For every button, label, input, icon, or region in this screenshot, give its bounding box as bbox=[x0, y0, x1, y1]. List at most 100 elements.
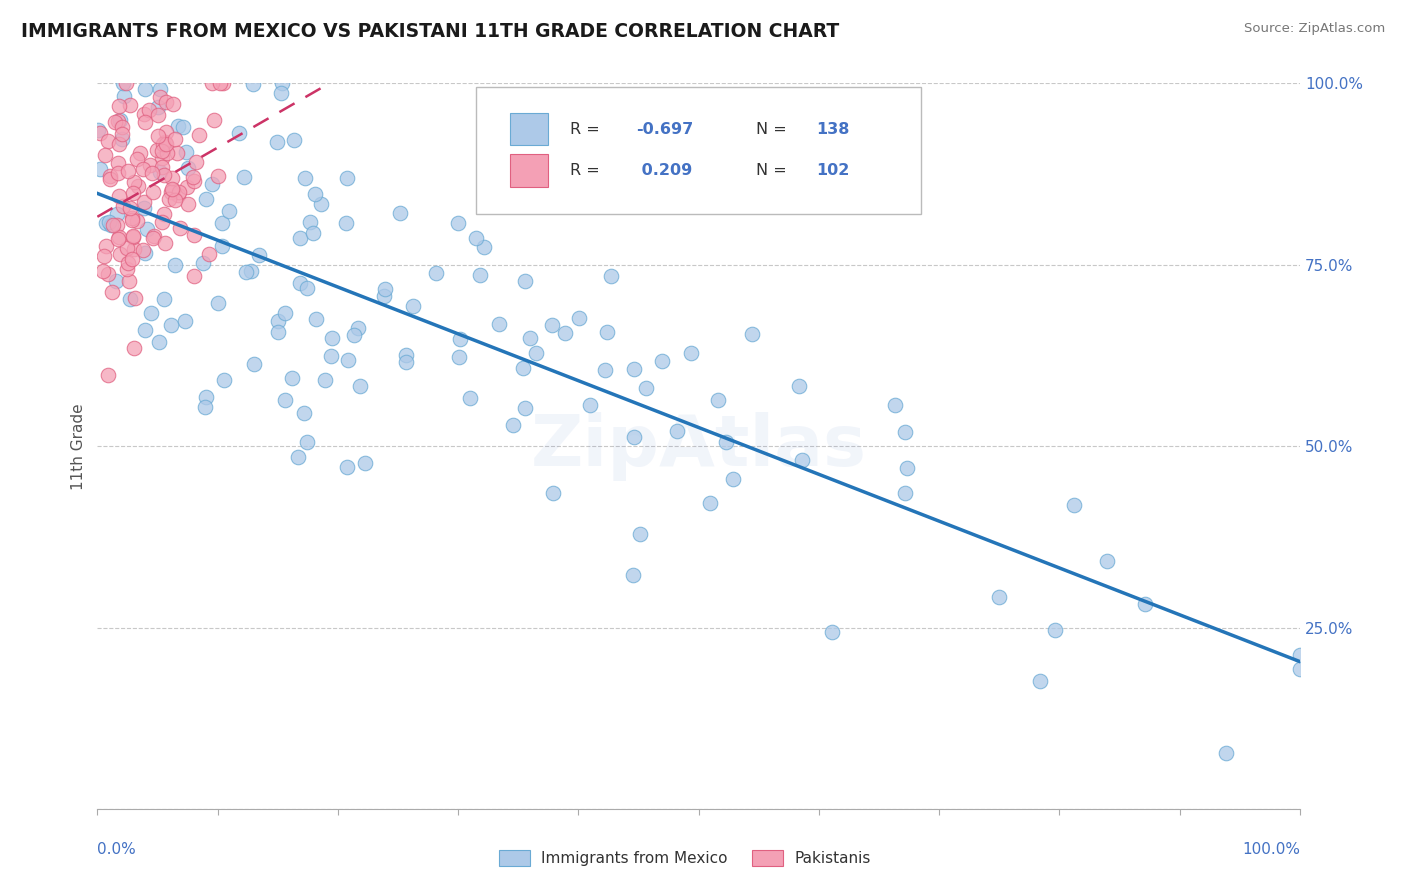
Point bbox=[134, 245, 156, 260]
Point bbox=[243, 357, 266, 371]
Text: 100.0%: 100.0% bbox=[1241, 842, 1301, 856]
Point bbox=[89, 162, 111, 177]
Point bbox=[311, 197, 333, 211]
Point bbox=[1043, 624, 1066, 638]
Point bbox=[208, 77, 231, 91]
Point bbox=[153, 207, 176, 221]
Point bbox=[515, 274, 537, 288]
Point bbox=[115, 241, 138, 255]
Point bbox=[150, 151, 173, 165]
Point bbox=[294, 171, 316, 186]
Point bbox=[110, 113, 132, 128]
Point bbox=[388, 206, 411, 220]
Point bbox=[884, 398, 907, 412]
Point bbox=[202, 112, 225, 127]
Point bbox=[195, 193, 218, 207]
Point bbox=[789, 379, 811, 393]
Point bbox=[335, 170, 357, 185]
Point bbox=[298, 214, 321, 228]
Point bbox=[336, 460, 359, 475]
Point bbox=[107, 188, 129, 202]
Point bbox=[292, 406, 315, 420]
Point bbox=[160, 186, 183, 200]
Point bbox=[336, 353, 359, 368]
Point bbox=[588, 180, 610, 194]
Point bbox=[105, 218, 128, 232]
Y-axis label: 11th Grade: 11th Grade bbox=[72, 403, 86, 490]
Point bbox=[599, 268, 621, 283]
Point bbox=[160, 318, 183, 332]
Point bbox=[374, 282, 396, 296]
Point bbox=[122, 230, 145, 244]
Point bbox=[305, 312, 328, 326]
Point bbox=[395, 348, 418, 362]
Point bbox=[342, 328, 364, 343]
Point bbox=[131, 243, 153, 257]
Point bbox=[111, 127, 134, 141]
Point bbox=[132, 162, 155, 177]
Point bbox=[104, 115, 127, 129]
Point bbox=[122, 341, 145, 355]
Point bbox=[211, 216, 233, 230]
Point bbox=[122, 242, 145, 256]
Point bbox=[124, 291, 146, 305]
Point bbox=[519, 330, 541, 344]
Point bbox=[201, 77, 224, 91]
Point bbox=[191, 256, 214, 270]
FancyBboxPatch shape bbox=[477, 87, 921, 214]
Point bbox=[139, 306, 162, 320]
Point bbox=[111, 120, 134, 134]
Text: -0.697: -0.697 bbox=[636, 121, 693, 136]
Point bbox=[107, 137, 129, 152]
Point bbox=[271, 77, 294, 91]
Point bbox=[96, 239, 118, 253]
Point bbox=[247, 248, 270, 262]
Point bbox=[166, 145, 188, 160]
Point bbox=[134, 115, 156, 129]
Point bbox=[134, 323, 156, 337]
Point bbox=[354, 456, 377, 470]
Point bbox=[207, 296, 229, 310]
Point bbox=[579, 398, 602, 412]
Point bbox=[121, 252, 143, 266]
Point bbox=[242, 78, 264, 92]
Point bbox=[319, 349, 342, 363]
Point bbox=[235, 265, 257, 279]
Point bbox=[155, 137, 177, 152]
Point bbox=[160, 170, 183, 185]
Point bbox=[94, 215, 117, 229]
Point bbox=[97, 215, 120, 229]
Point bbox=[115, 262, 138, 277]
Text: 102: 102 bbox=[817, 163, 849, 178]
Point bbox=[201, 177, 224, 191]
Point bbox=[107, 166, 129, 180]
Text: R =: R = bbox=[569, 163, 605, 178]
Point bbox=[156, 145, 179, 160]
Point bbox=[628, 526, 651, 541]
FancyBboxPatch shape bbox=[510, 112, 548, 145]
Point bbox=[142, 230, 165, 244]
Point bbox=[195, 390, 218, 404]
Point bbox=[346, 320, 368, 334]
Point bbox=[172, 120, 194, 134]
Point bbox=[150, 215, 173, 229]
Point bbox=[176, 161, 198, 175]
Point bbox=[100, 218, 122, 232]
Point bbox=[267, 314, 290, 328]
Point bbox=[295, 281, 318, 295]
Point bbox=[155, 95, 177, 109]
Point bbox=[699, 496, 721, 510]
Point bbox=[183, 169, 205, 184]
Point bbox=[295, 434, 318, 449]
Point bbox=[1289, 662, 1312, 676]
Text: Pakistanis: Pakistanis bbox=[794, 851, 870, 865]
Point bbox=[118, 274, 141, 288]
FancyBboxPatch shape bbox=[510, 154, 548, 186]
Point bbox=[1133, 598, 1156, 612]
Text: ZipAtlas: ZipAtlas bbox=[530, 412, 866, 481]
Point bbox=[108, 99, 131, 113]
Point bbox=[401, 300, 423, 314]
Point bbox=[115, 77, 138, 91]
Point bbox=[741, 326, 763, 341]
Point bbox=[104, 274, 127, 288]
